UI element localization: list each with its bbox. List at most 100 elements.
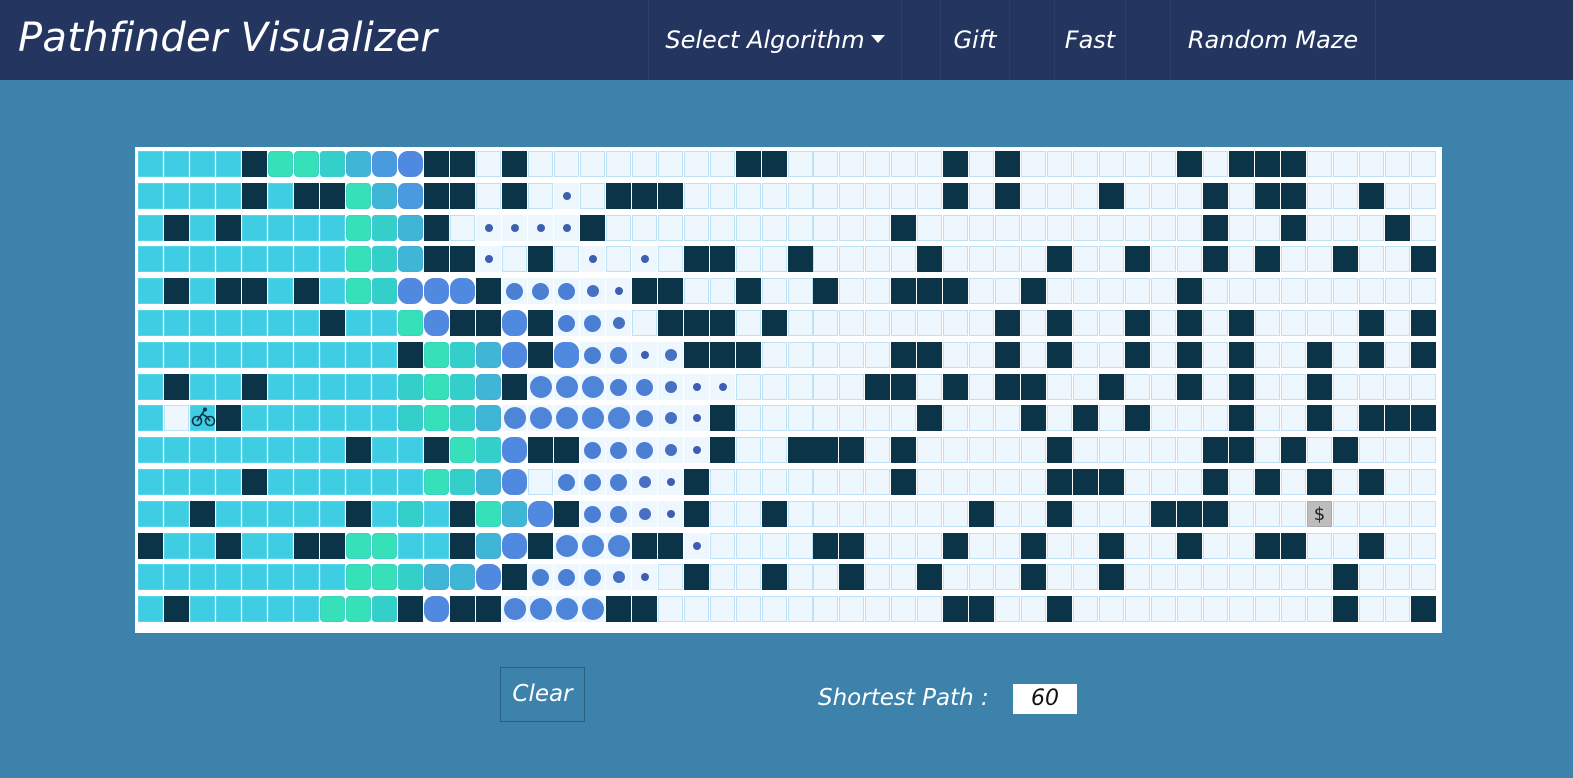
wall-cell[interactable] [995,183,1020,209]
grid-cell[interactable] [268,564,293,590]
grid-cell[interactable] [1333,501,1358,527]
wall-cell[interactable] [1021,405,1046,431]
wall-cell[interactable] [450,183,475,209]
grid-cell[interactable] [1151,564,1176,590]
grid-cell[interactable] [762,596,787,622]
grid-cell[interactable] [1281,596,1306,622]
grid-cell[interactable] [242,342,267,368]
grid-cell[interactable] [865,246,890,272]
grid-cell[interactable] [1307,246,1332,272]
grid-cell[interactable] [372,246,397,272]
grid-cell[interactable] [1177,246,1202,272]
grid-cell[interactable] [865,310,890,336]
grid-cell[interactable] [813,564,838,590]
wall-cell[interactable] [684,342,709,368]
grid-cell[interactable] [190,374,215,400]
grid-cell[interactable] [450,437,475,463]
grid-cell[interactable] [190,469,215,495]
grid-cell[interactable] [969,469,994,495]
grid-cell[interactable] [839,469,864,495]
grid-cell[interactable] [476,405,501,431]
grid-cell[interactable] [632,151,657,177]
grid-cell[interactable] [502,246,527,272]
grid-cell[interactable] [372,183,397,209]
grid-cell[interactable] [1151,246,1176,272]
wall-cell[interactable] [398,342,423,368]
grid-cell[interactable] [658,437,683,463]
grid-cell[interactable] [891,501,916,527]
wall-cell[interactable] [1359,183,1384,209]
grid-cell[interactable] [813,501,838,527]
grid-cell[interactable] [242,246,267,272]
wall-cell[interactable] [1411,596,1436,622]
grid-cell[interactable] [346,246,371,272]
grid-cell[interactable] [1073,183,1098,209]
wall-cell[interactable] [891,278,916,304]
grid-cell[interactable] [969,437,994,463]
grid-cell[interactable] [372,215,397,241]
grid-cell[interactable] [1099,246,1124,272]
grid-cell[interactable] [164,151,189,177]
grid-cell[interactable] [1073,278,1098,304]
grid-cell[interactable] [190,342,215,368]
grid-cell[interactable] [1099,405,1124,431]
grid-cell[interactable] [788,533,813,559]
grid-cell[interactable] [138,596,163,622]
grid-cell[interactable] [294,342,319,368]
grid-cell[interactable] [372,533,397,559]
grid-cell[interactable] [736,469,761,495]
grid-cell[interactable] [762,183,787,209]
wall-cell[interactable] [1359,405,1384,431]
wall-cell[interactable] [917,405,942,431]
grid-cell[interactable] [632,310,657,336]
grid-cell[interactable] [1229,469,1254,495]
grid-cell[interactable] [943,246,968,272]
wall-cell[interactable] [476,310,501,336]
grid-cell[interactable] [216,183,241,209]
grid-cell[interactable] [294,437,319,463]
grid-cell[interactable] [1255,278,1280,304]
grid-cell[interactable] [1333,342,1358,368]
wall-cell[interactable] [813,533,838,559]
grid-cell[interactable] [1385,183,1410,209]
grid-cell[interactable] [917,310,942,336]
grid-cell[interactable] [917,533,942,559]
grid-cell[interactable] [1411,151,1436,177]
grid-cell[interactable] [346,533,371,559]
wall-cell[interactable] [710,246,735,272]
grid-cell[interactable] [658,564,683,590]
wall-cell[interactable] [1177,310,1202,336]
grid-cell[interactable] [943,469,968,495]
wall-cell[interactable] [917,246,942,272]
grid-cell[interactable] [320,596,345,622]
grid-cell[interactable] [268,151,293,177]
wall-cell[interactable] [969,501,994,527]
grid-cell[interactable] [190,215,215,241]
grid-cell[interactable] [1411,278,1436,304]
clear-button[interactable]: Clear [500,667,585,722]
grid-cell[interactable] [268,342,293,368]
wall-cell[interactable] [1047,437,1072,463]
grid-cell[interactable] [1151,183,1176,209]
wall-cell[interactable] [1047,501,1072,527]
grid-cell[interactable] [1255,405,1280,431]
grid-cell[interactable] [1359,246,1384,272]
grid-cell[interactable] [268,501,293,527]
grid-cell[interactable] [320,437,345,463]
grid-cell[interactable] [476,183,501,209]
wall-cell[interactable] [216,533,241,559]
grid-cell[interactable] [320,342,345,368]
wall-cell[interactable] [1099,183,1124,209]
grid-cell[interactable] [528,501,553,527]
grid-cell[interactable] [632,215,657,241]
grid-cell[interactable] [216,151,241,177]
wall-cell[interactable] [1411,246,1436,272]
wall-cell[interactable] [216,215,241,241]
grid-cell[interactable] [839,215,864,241]
grid-cell[interactable] [372,151,397,177]
grid-cell[interactable] [1099,437,1124,463]
grid-cell[interactable] [424,278,449,304]
grid-cell[interactable] [1229,564,1254,590]
grid-cell[interactable] [995,215,1020,241]
grid-cell[interactable] [632,501,657,527]
